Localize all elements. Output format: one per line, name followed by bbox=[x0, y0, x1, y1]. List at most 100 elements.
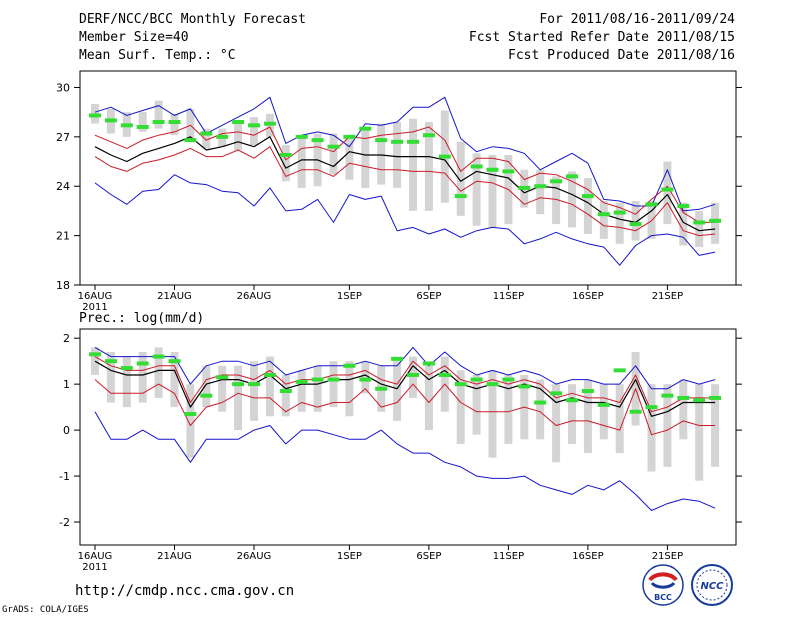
variable-label: Mean Surf. Temp.: °C bbox=[79, 48, 236, 63]
range-bar bbox=[568, 384, 576, 444]
range-bar bbox=[695, 210, 704, 248]
plot-frame bbox=[79, 70, 737, 286]
y-tick-label: 30 bbox=[56, 81, 70, 94]
range-bar bbox=[361, 361, 370, 394]
logos: BCC NCC bbox=[642, 564, 733, 606]
ncc-logo-text: NCC bbox=[700, 581, 724, 592]
range-bar bbox=[536, 379, 545, 440]
temperature-panel: 18 21 24 27 30 16AUG 21AUG 26AUG 1SEP 6SEP 11SEP 16… bbox=[56, 70, 742, 313]
range-bar bbox=[647, 201, 656, 239]
x-tick-label: 21AUG bbox=[157, 291, 192, 302]
range-bar bbox=[345, 361, 354, 417]
range-bar bbox=[393, 361, 402, 421]
x-tick-label: 1SEP bbox=[337, 291, 362, 302]
range-bar bbox=[186, 384, 195, 458]
range-bar bbox=[472, 374, 481, 435]
range-bar bbox=[170, 351, 179, 408]
x-tick-label: 21SEP bbox=[652, 291, 683, 302]
forecast-title: DERF/NCC/BCC Monthly Forecast bbox=[79, 12, 306, 27]
range-bar bbox=[91, 347, 99, 375]
y-tick-label: 27 bbox=[56, 131, 70, 144]
x-year-label: 2011 bbox=[82, 562, 107, 573]
y-tick-label: -1 bbox=[59, 470, 70, 483]
y-tick-label: 24 bbox=[56, 180, 70, 193]
x-tick-label: 26AUG bbox=[237, 291, 272, 302]
y-tick-label: 1 bbox=[63, 378, 70, 391]
y-tick-label: 0 bbox=[63, 424, 70, 437]
range-bar bbox=[424, 122, 433, 211]
range-bar bbox=[599, 201, 608, 239]
spread-upper-line bbox=[94, 356, 716, 413]
range-bar bbox=[218, 365, 227, 412]
ensemble-mean-line bbox=[94, 136, 716, 232]
x-tick-label: 16SEP bbox=[572, 551, 603, 562]
range-bar bbox=[345, 138, 354, 180]
range-bar bbox=[536, 169, 545, 215]
started-date: Fcst Started Refer Date 2011/08/15 bbox=[468, 30, 735, 45]
range-bar bbox=[472, 153, 481, 226]
range-bar bbox=[552, 384, 561, 463]
spread-lower-line bbox=[94, 146, 716, 237]
range-bar bbox=[329, 361, 338, 408]
range-bar bbox=[456, 370, 465, 444]
range-bar bbox=[568, 171, 576, 228]
y-tick-label: 2 bbox=[63, 332, 70, 345]
range-bar bbox=[250, 117, 258, 146]
range-bar bbox=[138, 351, 147, 403]
range-bar bbox=[250, 361, 258, 421]
x-tick-label: 6SEP bbox=[416, 551, 441, 562]
source-url[interactable]: http://cmdp.ncc.cma.gov.cn bbox=[75, 583, 295, 599]
ensemble-min-line bbox=[94, 411, 716, 511]
ensemble-max-line bbox=[94, 346, 716, 390]
range-bar bbox=[138, 112, 147, 132]
range-bar bbox=[409, 356, 417, 398]
range-bar bbox=[122, 356, 131, 408]
range-bar bbox=[409, 118, 417, 211]
range-bar bbox=[679, 379, 688, 440]
range-bar bbox=[281, 145, 290, 182]
x-tick-label: 11SEP bbox=[493, 291, 524, 302]
y-tick-label: 21 bbox=[56, 230, 70, 243]
range-bar bbox=[281, 374, 290, 417]
grads-credit: GrADS: COLA/IGES bbox=[2, 605, 89, 615]
range-bar bbox=[297, 370, 306, 412]
x-tick-label: 21AUG bbox=[157, 551, 192, 562]
range-bar bbox=[695, 384, 704, 481]
x-tick-label: 16AUG bbox=[78, 291, 113, 302]
range-bar bbox=[663, 161, 672, 225]
range-bar bbox=[504, 374, 513, 444]
range-bar bbox=[265, 356, 274, 417]
range-bar bbox=[234, 365, 243, 431]
range-bar bbox=[615, 202, 624, 244]
range-bar bbox=[679, 202, 688, 246]
range-bar bbox=[313, 365, 322, 412]
range-bar bbox=[488, 154, 497, 228]
forecast-period: For 2011/08/16-2011/09/24 bbox=[539, 12, 735, 27]
x-year-label: 2011 bbox=[82, 302, 107, 313]
range-bar bbox=[583, 178, 592, 234]
precipitation-panel: -2 -1 0 1 2 16AUG 21AUG 26AUG 1SEP 6SEP 11SEP 16SEP… bbox=[59, 328, 742, 573]
range-bar bbox=[615, 384, 624, 454]
range-bar bbox=[488, 370, 497, 458]
ensemble-min-line bbox=[94, 174, 716, 266]
x-tick-label: 6SEP bbox=[416, 291, 441, 302]
ensemble-max-line bbox=[94, 96, 716, 212]
range-bar bbox=[170, 113, 179, 136]
range-bar bbox=[329, 133, 338, 175]
range-bar bbox=[424, 365, 433, 431]
range-bar bbox=[711, 202, 720, 244]
range-bar bbox=[663, 384, 672, 467]
range-bar bbox=[552, 176, 561, 225]
range-bar bbox=[202, 128, 211, 149]
ncc-logo: NCC bbox=[691, 564, 733, 606]
x-tick-label: 11SEP bbox=[493, 551, 524, 562]
range-bar bbox=[154, 100, 163, 129]
range-bar bbox=[361, 126, 370, 188]
range-bar bbox=[583, 379, 592, 454]
x-tick-label: 16AUG bbox=[78, 551, 113, 562]
range-bar bbox=[647, 384, 656, 472]
range-bar bbox=[186, 108, 195, 139]
bcc-logo-text: BCC bbox=[654, 593, 672, 602]
